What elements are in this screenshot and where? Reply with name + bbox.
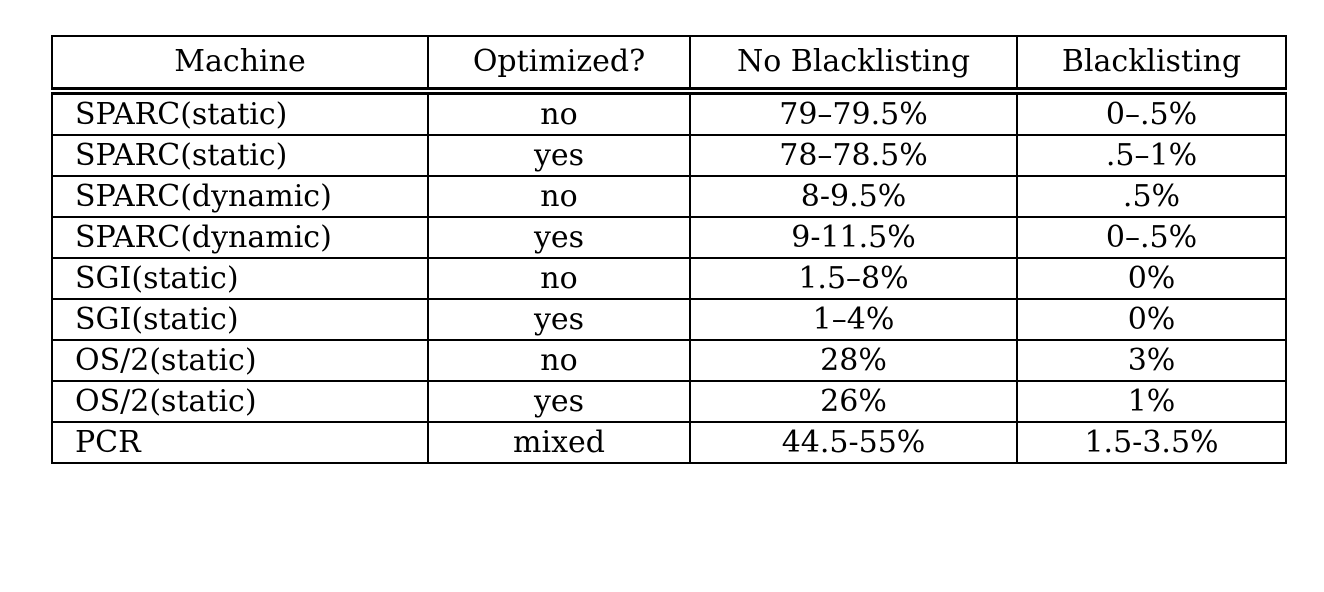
cell-machine: OS/2(static) xyxy=(51,381,429,423)
header-machine: Machine xyxy=(51,35,429,92)
table-row: OS/2(static) no 28% 3% xyxy=(51,340,1287,382)
cell-optimized: no xyxy=(427,90,691,136)
cell-machine: SGI(static) xyxy=(51,258,429,300)
cell-blacklisting: 0–.5% xyxy=(1016,217,1287,259)
table-row: PCR mixed 44.5-55% 1.5-3.5% xyxy=(51,422,1287,464)
table-row: SPARC(static) no 79–79.5% 0–.5% xyxy=(51,90,1287,136)
cell-optimized: mixed xyxy=(427,422,691,464)
cell-blacklisting: 3% xyxy=(1016,340,1287,382)
cell-no-blacklisting: 26% xyxy=(689,381,1018,423)
header-no-blacklisting: No Blacklisting xyxy=(689,35,1018,92)
cell-machine: SPARC(static) xyxy=(51,90,429,136)
table-body: SPARC(static) no 79–79.5% 0–.5% SPARC(st… xyxy=(51,90,1287,464)
cell-no-blacklisting: 1–4% xyxy=(689,299,1018,341)
cell-optimized: no xyxy=(427,258,691,300)
cell-no-blacklisting: 28% xyxy=(689,340,1018,382)
cell-blacklisting: .5–1% xyxy=(1016,135,1287,177)
table-row: OS/2(static) yes 26% 1% xyxy=(51,381,1287,423)
cell-no-blacklisting: 1.5–8% xyxy=(689,258,1018,300)
cell-no-blacklisting: 78–78.5% xyxy=(689,135,1018,177)
blacklisting-table-container: Machine Optimized? No Blacklisting Black… xyxy=(51,35,1287,464)
table-header: Machine Optimized? No Blacklisting Black… xyxy=(51,35,1287,92)
cell-blacklisting: 0% xyxy=(1016,258,1287,300)
header-optimized: Optimized? xyxy=(427,35,691,92)
cell-machine: PCR xyxy=(51,422,429,464)
cell-machine: SPARC(dynamic) xyxy=(51,176,429,218)
header-row: Machine Optimized? No Blacklisting Black… xyxy=(51,35,1287,92)
cell-blacklisting: 0–.5% xyxy=(1016,90,1287,136)
table-row: SGI(static) no 1.5–8% 0% xyxy=(51,258,1287,300)
cell-machine: OS/2(static) xyxy=(51,340,429,382)
cell-optimized: no xyxy=(427,176,691,218)
cell-blacklisting: 1% xyxy=(1016,381,1287,423)
cell-no-blacklisting: 8-9.5% xyxy=(689,176,1018,218)
cell-blacklisting: 1.5-3.5% xyxy=(1016,422,1287,464)
cell-machine: SPARC(dynamic) xyxy=(51,217,429,259)
cell-optimized: yes xyxy=(427,381,691,423)
cell-machine: SGI(static) xyxy=(51,299,429,341)
cell-no-blacklisting: 79–79.5% xyxy=(689,90,1018,136)
cell-no-blacklisting: 9-11.5% xyxy=(689,217,1018,259)
header-blacklisting: Blacklisting xyxy=(1016,35,1287,92)
cell-optimized: no xyxy=(427,340,691,382)
cell-blacklisting: 0% xyxy=(1016,299,1287,341)
cell-optimized: yes xyxy=(427,217,691,259)
cell-no-blacklisting: 44.5-55% xyxy=(689,422,1018,464)
cell-optimized: yes xyxy=(427,299,691,341)
cell-machine: SPARC(static) xyxy=(51,135,429,177)
table-row: SGI(static) yes 1–4% 0% xyxy=(51,299,1287,341)
cell-blacklisting: .5% xyxy=(1016,176,1287,218)
cell-optimized: yes xyxy=(427,135,691,177)
blacklisting-table: Machine Optimized? No Blacklisting Black… xyxy=(51,35,1287,464)
table-row: SPARC(static) yes 78–78.5% .5–1% xyxy=(51,135,1287,177)
table-row: SPARC(dynamic) yes 9-11.5% 0–.5% xyxy=(51,217,1287,259)
table-row: SPARC(dynamic) no 8-9.5% .5% xyxy=(51,176,1287,218)
